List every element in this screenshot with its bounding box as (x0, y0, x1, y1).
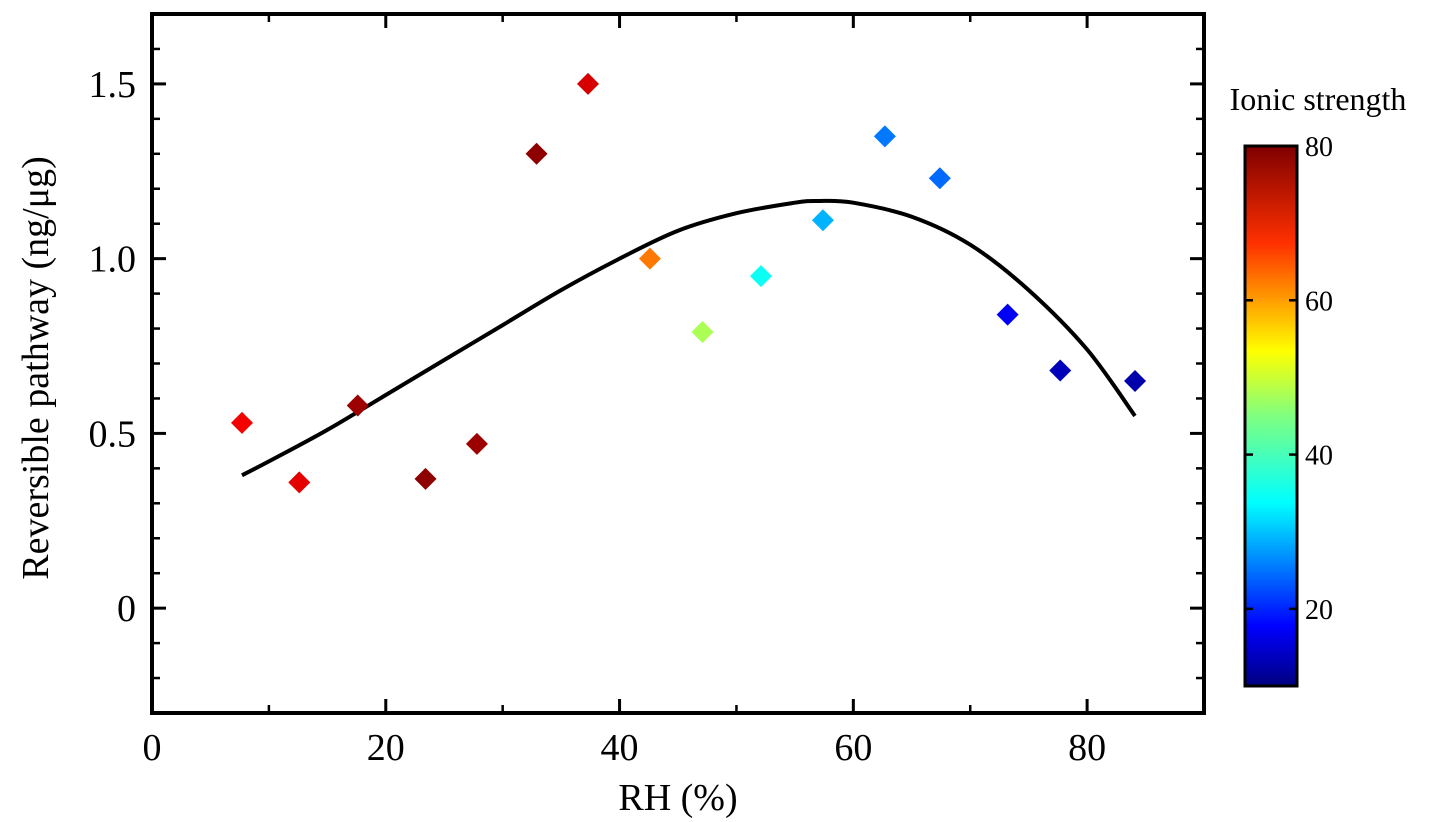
colorbar-tick-label: 20 (1305, 595, 1333, 626)
data-point (1124, 369, 1147, 392)
x-tick-label: 20 (367, 727, 405, 769)
data-point (576, 72, 599, 95)
data-point (638, 247, 661, 270)
y-tick-label: 0.5 (89, 413, 137, 455)
data-point (873, 125, 896, 148)
fit-curve-layer (241, 198, 1137, 478)
colorbar-gradient (1243, 144, 1299, 688)
data-point (414, 467, 437, 490)
y-tick-label: 0 (117, 588, 136, 630)
y-axis-ticks: 0 0.5 1.0 1.5 (89, 47, 1204, 680)
data-point (346, 394, 369, 417)
data-point (288, 471, 311, 494)
data-point (1049, 359, 1072, 382)
x-axis-label: RH (%) (618, 777, 737, 819)
x-tick-label: 40 (601, 727, 639, 769)
colorbar-ticks: 20 40 60 80 (1245, 132, 1333, 626)
y-axis-label: Reversible pathway (ng/μg) (15, 156, 57, 579)
data-point (465, 432, 488, 455)
fit-curve (241, 198, 1137, 478)
plot-frame (150, 12, 1206, 715)
x-tick-label: 60 (834, 727, 872, 769)
x-tick-label: 80 (1068, 727, 1106, 769)
colorbar-tick-label: 60 (1305, 286, 1333, 317)
y-tick-label: 1.5 (89, 64, 137, 106)
data-point (811, 209, 834, 232)
colorbar-tick-label: 40 (1305, 441, 1333, 472)
data-point (691, 321, 714, 344)
data-point (749, 265, 772, 288)
data-point (231, 411, 254, 434)
data-point (996, 303, 1019, 326)
x-axis-ticks: 0 20 40 60 80 (143, 14, 1106, 769)
data-points-layer (231, 72, 1147, 494)
colorbar-tick-label: 80 (1305, 132, 1333, 163)
data-point (525, 142, 548, 165)
x-tick-label: 0 (143, 727, 162, 769)
data-point (928, 167, 951, 190)
colorbar: Ionic strength 20 40 60 80 (1230, 81, 1407, 688)
colorbar-title: Ionic strength (1230, 81, 1407, 117)
y-tick-label: 1.0 (89, 239, 137, 281)
